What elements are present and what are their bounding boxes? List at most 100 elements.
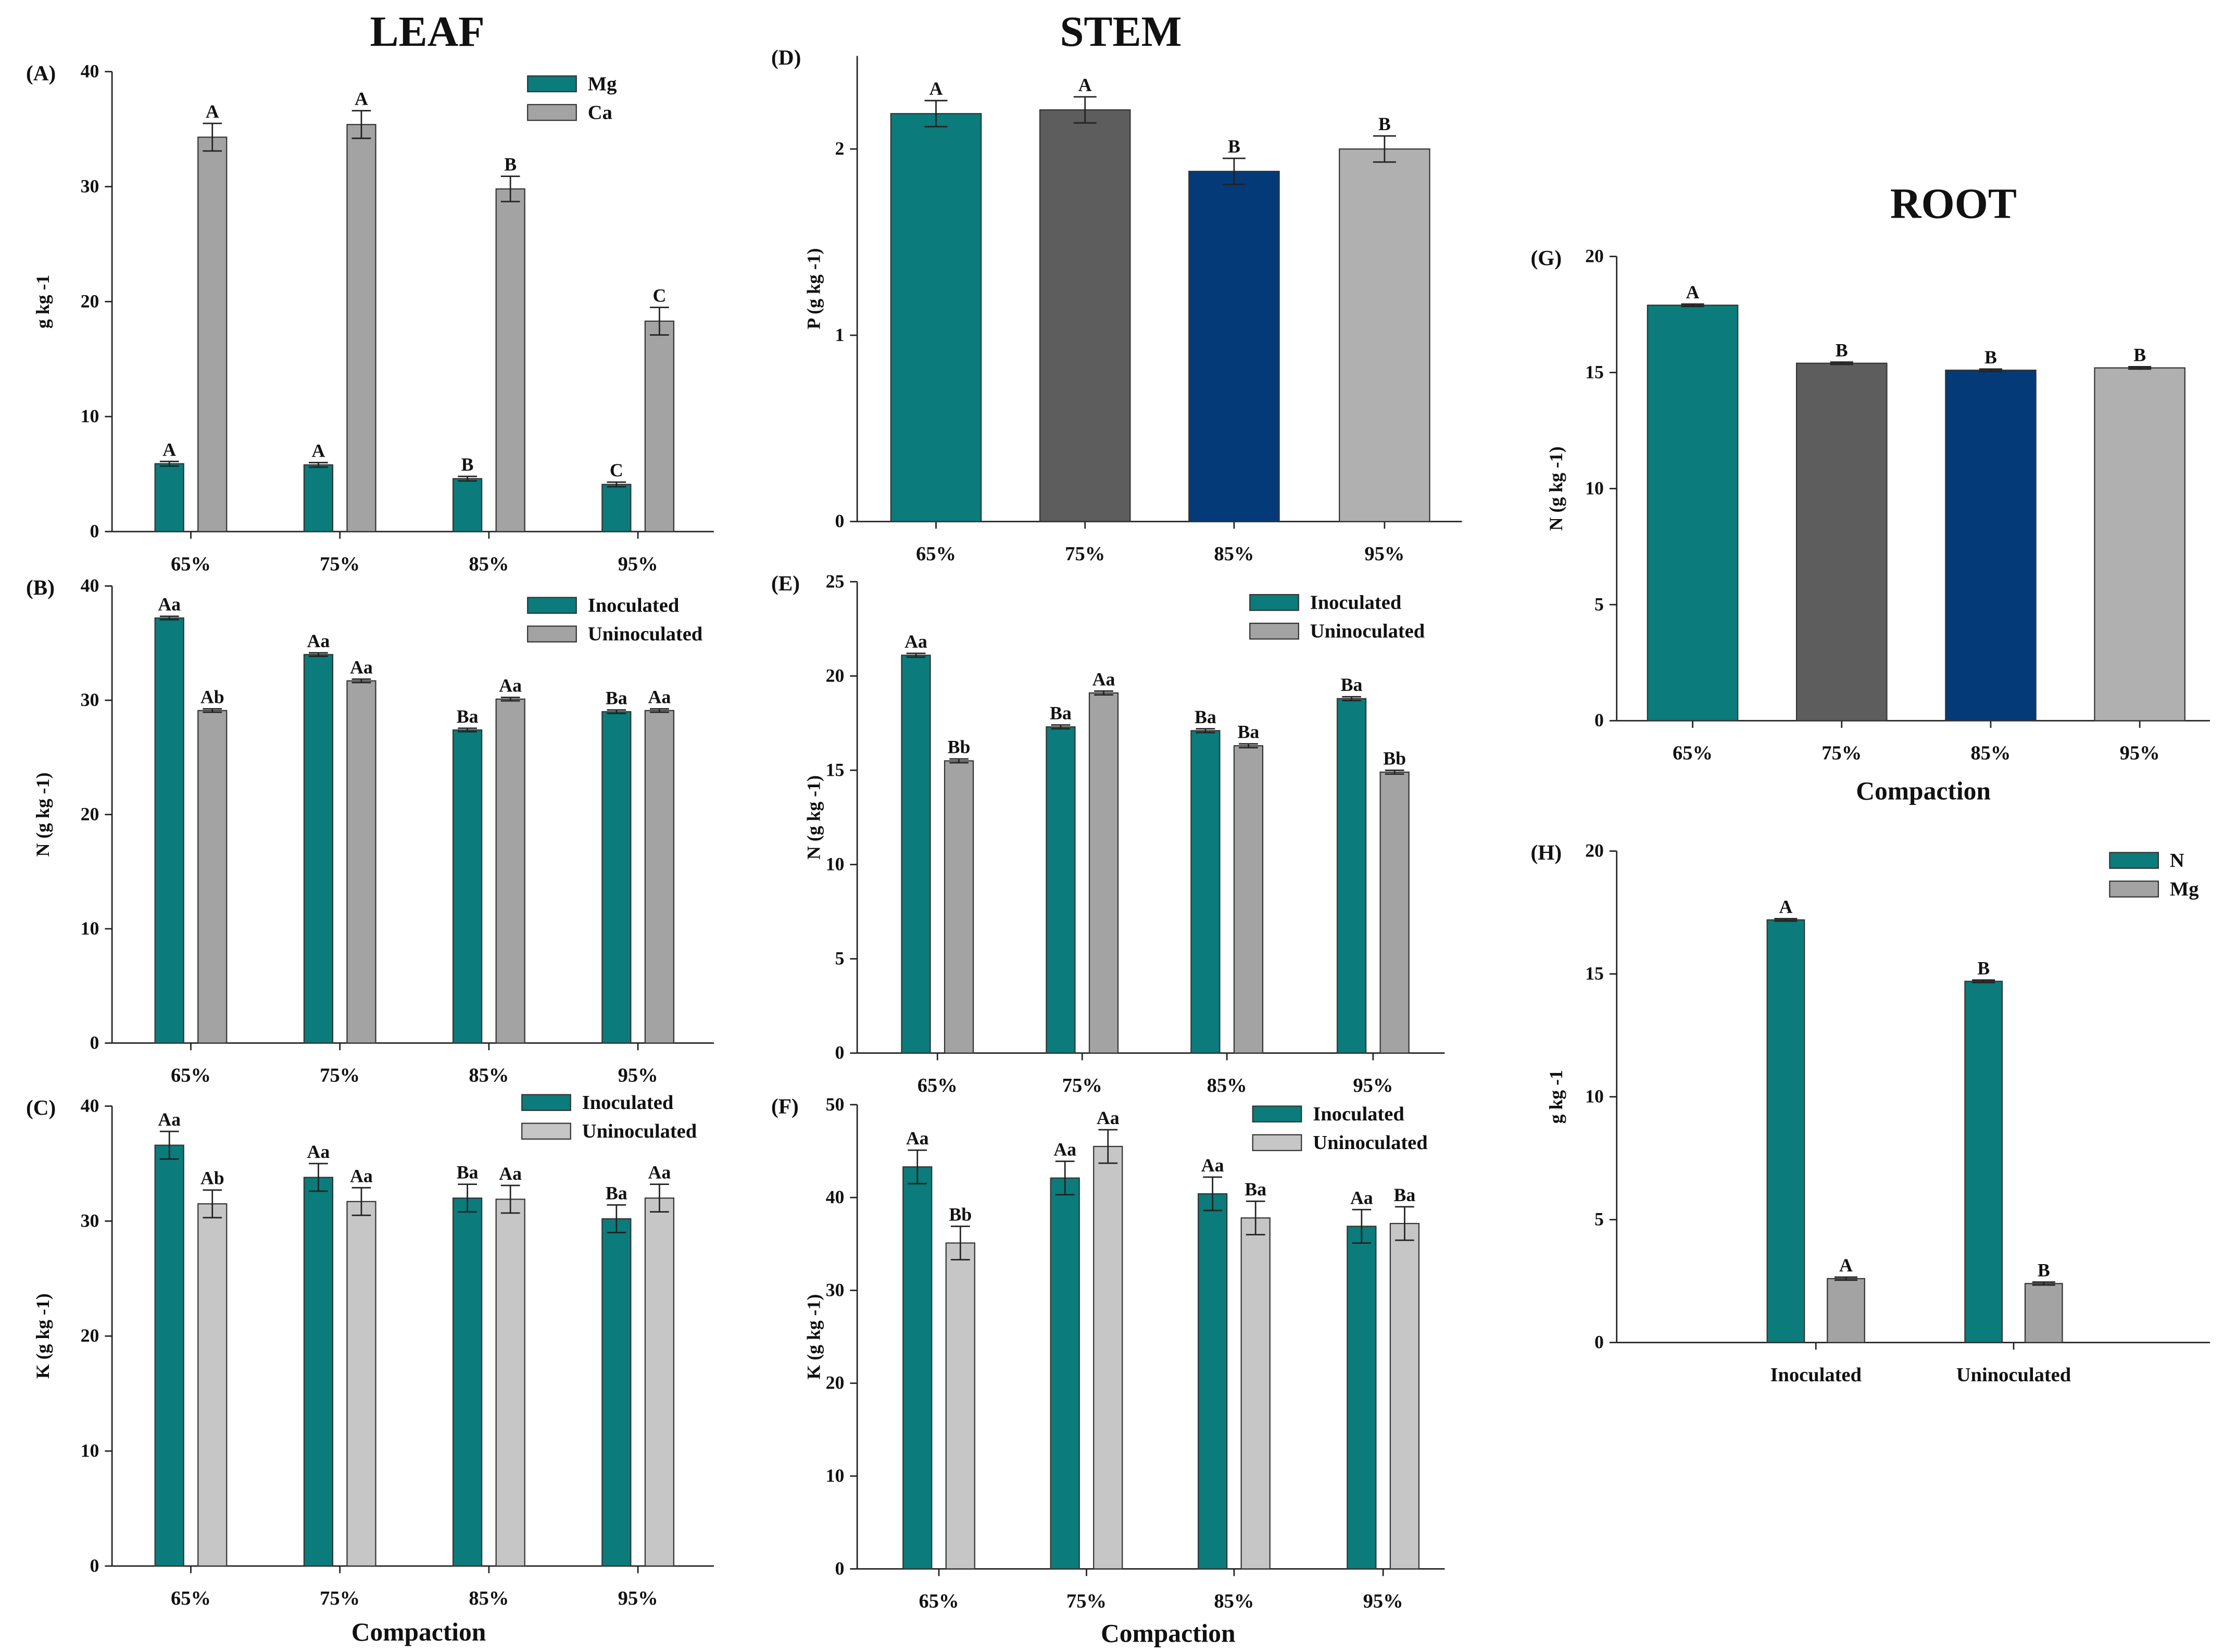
significance-letter: Aa xyxy=(499,1163,522,1184)
significance-letter: B xyxy=(1228,136,1240,157)
significance-letter: Bb xyxy=(948,737,971,758)
panel-h: (H) 0 5 10 15 20 g kg -1 Inoculated Uninoculated… xyxy=(1531,840,2210,1386)
y-tick-label: 15 xyxy=(1585,963,1604,984)
error-bar xyxy=(1834,1276,1858,1281)
significance-letter: B xyxy=(2133,344,2146,365)
significance-letter: Aa xyxy=(648,1162,671,1183)
y-axis-label: P (g kg -1) xyxy=(803,248,824,330)
legend-swatch xyxy=(2109,880,2159,898)
bar-inoculated xyxy=(154,1144,184,1567)
panel-label: (D) xyxy=(771,45,801,70)
y-tick-label: 50 xyxy=(826,1094,845,1115)
y-axis-label: g kg -1 xyxy=(32,275,53,329)
bar-ca xyxy=(346,124,376,533)
bar-n xyxy=(1945,369,2037,722)
error-bar xyxy=(500,175,520,203)
significance-letter: Aa xyxy=(905,631,927,652)
significance-letter: Aa xyxy=(499,675,522,696)
x-tick-label: 65% xyxy=(171,553,211,575)
x-tick-label: 75% xyxy=(320,1587,360,1609)
error-bar xyxy=(351,678,371,684)
y-tick-label: 10 xyxy=(81,1440,99,1461)
y-tick-label: 10 xyxy=(1585,477,1604,498)
legend-label: Uninoculated xyxy=(582,1120,697,1142)
error-bar xyxy=(309,462,328,468)
panel-c: (C) 0 10 20 30 40 K (g kg -1) 65% 75% 85% 95% Compa… xyxy=(26,1092,714,1646)
y-tick-label: 20 xyxy=(81,803,99,824)
error-bar xyxy=(607,709,626,714)
panel-label: (G) xyxy=(1531,246,1562,270)
significance-letter: B xyxy=(461,454,474,475)
significance-letter: Aa xyxy=(1201,1155,1224,1176)
legend-swatch xyxy=(527,597,577,614)
significance-letter: Aa xyxy=(906,1128,929,1149)
x-tick-label: 95% xyxy=(618,553,658,575)
error-bar xyxy=(159,460,179,467)
significance-letter: Aa xyxy=(1092,669,1115,689)
y-axis-label: N (g kg -1) xyxy=(803,775,824,860)
legend-label: Uninoculated xyxy=(588,623,702,645)
error-bar xyxy=(1972,979,1995,983)
bar-inoculated xyxy=(901,654,931,1054)
y-tick-label: 2 xyxy=(835,138,844,159)
error-bar xyxy=(203,708,222,713)
x-tick-label: 85% xyxy=(1970,742,2011,764)
y-axis-label: N (g kg -1) xyxy=(1546,446,1566,531)
bar-uninoculated xyxy=(1093,1145,1123,1570)
x-tick-label: 95% xyxy=(618,1587,658,1609)
x-axis-label: Compaction xyxy=(351,1618,486,1646)
y-tick-label: 5 xyxy=(1594,594,1604,614)
error-bar xyxy=(650,708,669,713)
y-tick-label: 10 xyxy=(826,1465,845,1486)
x-tick-label: 75% xyxy=(1065,543,1105,565)
y-tick-label: 40 xyxy=(81,575,99,596)
error-bar xyxy=(1196,728,1215,734)
error-bar xyxy=(950,1225,970,1260)
legend-label: Inoculated xyxy=(1310,592,1401,614)
significance-letter: B xyxy=(1378,114,1391,134)
error-bar xyxy=(1094,690,1113,696)
x-tick-label: 65% xyxy=(918,1075,958,1096)
x-tick-label: 95% xyxy=(1353,1075,1393,1096)
x-tick-label: 75% xyxy=(1822,742,1862,764)
significance-letter: A xyxy=(206,101,219,122)
significance-letter: A xyxy=(1078,74,1092,95)
error-bar xyxy=(1352,1208,1372,1244)
bar-inoculated xyxy=(601,711,632,1044)
y-tick-label: 20 xyxy=(826,665,845,686)
significance-letter: Ab xyxy=(200,686,224,707)
bar-n xyxy=(1766,919,1805,1343)
legend-swatch xyxy=(1249,622,1299,640)
y-tick-label: 30 xyxy=(826,1279,845,1300)
significance-letter: C xyxy=(652,285,666,306)
panel-label: (A) xyxy=(26,61,56,85)
bar-n xyxy=(1647,305,1739,722)
significance-letter: Ba xyxy=(457,706,479,727)
error-bar xyxy=(203,122,222,152)
bar-uninoculated xyxy=(644,710,674,1044)
y-tick-label: 20 xyxy=(81,291,99,311)
legend-label: Mg xyxy=(588,73,617,95)
x-tick-label: 65% xyxy=(1673,742,1713,764)
bar-uninoculated xyxy=(495,698,525,1044)
error-bar xyxy=(1239,743,1258,749)
error-bar xyxy=(1246,1200,1265,1235)
error-bar xyxy=(1098,1129,1118,1164)
significance-letter: B xyxy=(1836,339,1848,360)
significance-letter: A xyxy=(1779,896,1792,917)
y-tick-label: 40 xyxy=(81,1095,99,1116)
panel-label: (F) xyxy=(771,1094,799,1118)
bar-uninoculated xyxy=(1240,1217,1271,1570)
error-bar xyxy=(309,652,328,657)
significance-letter: Aa xyxy=(158,594,181,615)
bar-inoculated xyxy=(902,1166,933,1570)
bar-ca xyxy=(495,188,525,533)
significance-letter: Bb xyxy=(949,1204,972,1225)
bar-uninoculated xyxy=(644,1197,674,1567)
error-bar xyxy=(607,1204,626,1233)
panel-e: (E) 0 5 10 15 20 25 N (g kg -1) 65% 75% 85% 95% Aa Ba… xyxy=(771,571,1445,1096)
bar-ca xyxy=(644,320,674,533)
x-tick-label: 75% xyxy=(320,553,360,575)
y-tick-label: 1 xyxy=(835,324,844,345)
